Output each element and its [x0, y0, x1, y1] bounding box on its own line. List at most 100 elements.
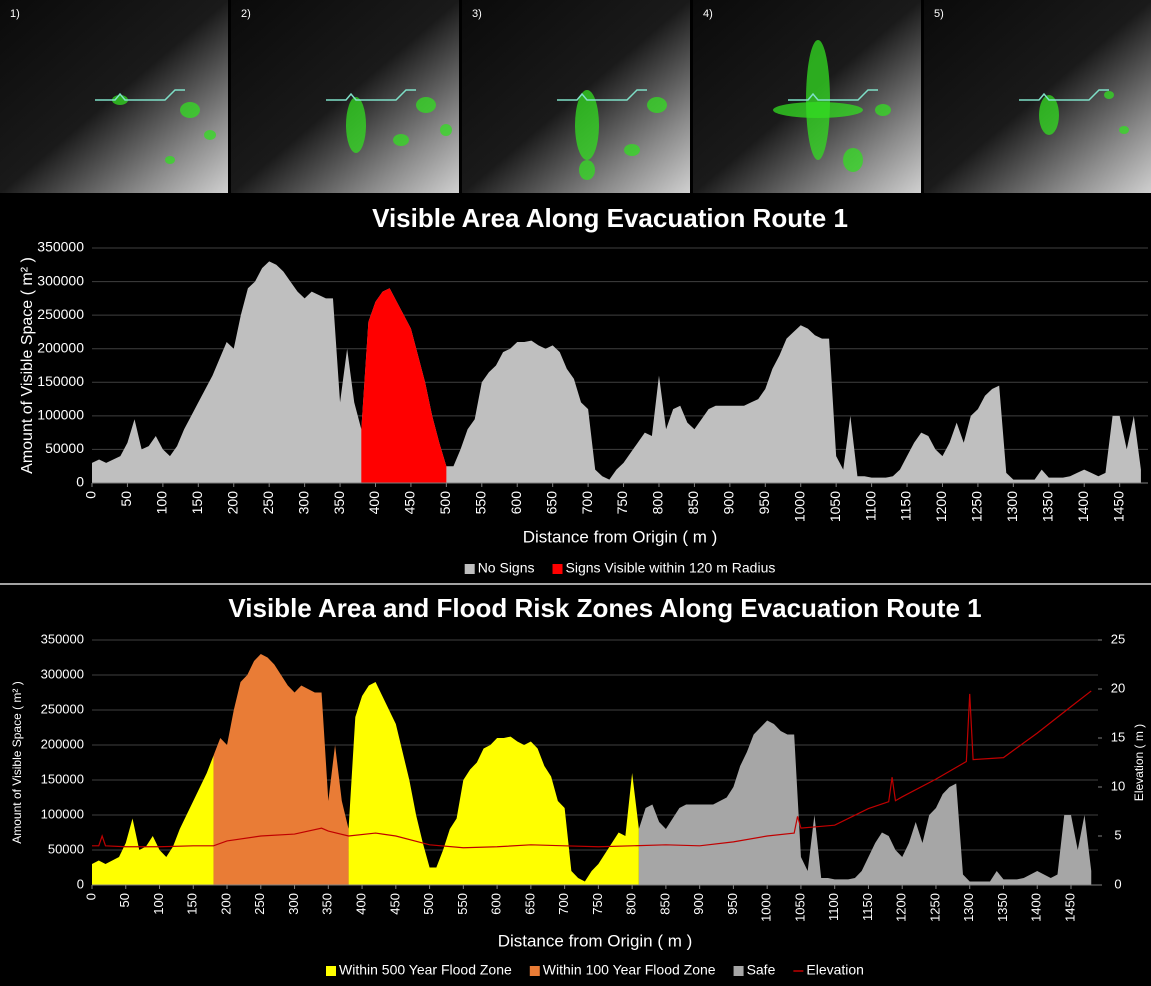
x-tick-label: 0: [83, 491, 99, 499]
visibility-blob: [647, 97, 667, 113]
x-tick-label: 150: [189, 491, 205, 515]
y-tick-label: 50000: [45, 440, 84, 456]
panel-label: 1): [10, 8, 20, 20]
y-tick-label: 100000: [41, 806, 84, 821]
x-tick-label: 850: [657, 893, 672, 915]
y-axis-title: Amount of Visible Space ( m² ): [10, 681, 24, 844]
x-tick-label: 0: [83, 893, 98, 900]
x-tick-label: 450: [402, 491, 418, 515]
x-tick-label: 1100: [862, 491, 878, 521]
x-tick-label: 350: [320, 893, 335, 915]
x-tick-label: 250: [252, 893, 267, 915]
x-tick-label: 1250: [927, 893, 942, 922]
x-tick-label: 100: [154, 491, 170, 515]
map-image: [0, 0, 228, 193]
y2-tick-label: 20: [1111, 680, 1125, 695]
x-tick-label: 1200: [894, 893, 909, 922]
visibility-blob: [1104, 91, 1114, 99]
x-tick-label: 450: [387, 893, 402, 915]
y-tick-label: 200000: [41, 736, 84, 751]
y-tick-label: 150000: [41, 771, 84, 786]
legend-label: Signs Visible within 120 m Radius: [566, 560, 776, 576]
x-tick-label: 400: [354, 893, 369, 915]
map-image: [231, 0, 459, 193]
y-tick-label: 300000: [41, 666, 84, 681]
legend-swatch: [734, 966, 744, 976]
figure: 1)2)3)4)5) Visible Area Along Evacuation…: [0, 0, 1151, 986]
legend-swatch: [465, 564, 475, 574]
panel-label: 4): [703, 8, 713, 20]
y2-axis-title: Elevation ( m ): [1132, 724, 1146, 801]
x-tick-label: 950: [756, 491, 772, 515]
y-tick-label: 0: [76, 474, 84, 490]
visibility-blob: [346, 97, 366, 153]
x-tick-label: 300: [295, 491, 311, 515]
x-tick-label: 50: [117, 893, 132, 907]
y2-tick-label: 5: [1114, 827, 1121, 842]
x-tick-label: 1450: [1062, 893, 1077, 922]
y-tick-label: 150000: [37, 373, 84, 389]
legend-swatch: [553, 564, 563, 574]
x-tick-label: 500: [437, 491, 453, 515]
y-tick-label: 350000: [41, 631, 84, 646]
x-tick-label: 1150: [898, 491, 914, 521]
y2-tick-label: 10: [1111, 778, 1125, 793]
visibility-blob: [624, 144, 640, 156]
y-tick-label: 200000: [37, 339, 84, 355]
x-tick-label: 1350: [1039, 491, 1055, 522]
visibility-blob: [579, 160, 595, 180]
x-tick-label: 750: [590, 893, 605, 915]
map-image: [924, 0, 1151, 193]
visibility-blob: [393, 134, 409, 146]
x-axis-title: Distance from Origin ( m ): [498, 931, 693, 950]
y-axis-title: Amount of Visible Space ( m² ): [19, 257, 36, 474]
y-tick-label: 50000: [48, 841, 84, 856]
visibility-blob: [165, 156, 175, 164]
legend-label: Safe: [747, 962, 776, 978]
x-tick-label: 200: [224, 491, 240, 515]
visibility-blob: [875, 104, 891, 116]
x-tick-label: 550: [455, 893, 470, 915]
visibility-blob: [843, 148, 863, 172]
visibility-blob: [416, 97, 436, 113]
panel-label: 3): [472, 8, 482, 20]
x-tick-label: 800: [650, 491, 666, 515]
legend-label: Elevation: [806, 962, 864, 978]
x-tick-label: 700: [579, 491, 595, 515]
x-tick-label: 1200: [933, 491, 949, 522]
visibility-blob: [1119, 126, 1129, 134]
legend-swatch: [530, 966, 540, 976]
x-tick-label: 1400: [1075, 491, 1091, 522]
x-tick-label: 1350: [995, 893, 1010, 922]
x-tick-label: 400: [366, 491, 382, 515]
y-tick-label: 100000: [37, 407, 84, 423]
x-tick-label: 200: [218, 893, 233, 915]
legend-label: Within 500 Year Flood Zone: [339, 962, 512, 978]
visibility-blob: [1039, 95, 1059, 135]
visibility-blob: [440, 124, 452, 136]
y-tick-label: 350000: [37, 239, 84, 255]
x-tick-label: 1150: [860, 893, 875, 921]
x-tick-label: 650: [522, 893, 537, 915]
x-tick-label: 550: [473, 491, 489, 515]
x-tick-label: 1000: [759, 893, 774, 922]
x-tick-label: 700: [556, 893, 571, 915]
panel-label: 2): [241, 8, 251, 20]
visibility-blob: [180, 102, 200, 118]
chart-title: Visible Area and Flood Risk Zones Along …: [228, 593, 981, 623]
y-tick-label: 0: [77, 876, 84, 891]
chart-title: Visible Area Along Evacuation Route 1: [372, 203, 848, 233]
x-tick-label: 900: [691, 893, 706, 915]
legend-swatch: [326, 966, 336, 976]
x-tick-label: 1000: [791, 491, 807, 522]
y2-tick-label: 0: [1114, 876, 1121, 891]
x-tick-label: 600: [489, 893, 504, 915]
visibility-blob: [204, 130, 216, 140]
map-image: [462, 0, 690, 193]
x-tick-label: 100: [151, 893, 166, 915]
legend: No SignsSigns Visible within 120 m Radiu…: [465, 560, 776, 576]
y2-tick-label: 15: [1111, 729, 1125, 744]
x-tick-label: 850: [685, 491, 701, 515]
x-tick-label: 1300: [1004, 491, 1020, 522]
x-tick-label: 900: [721, 491, 737, 515]
